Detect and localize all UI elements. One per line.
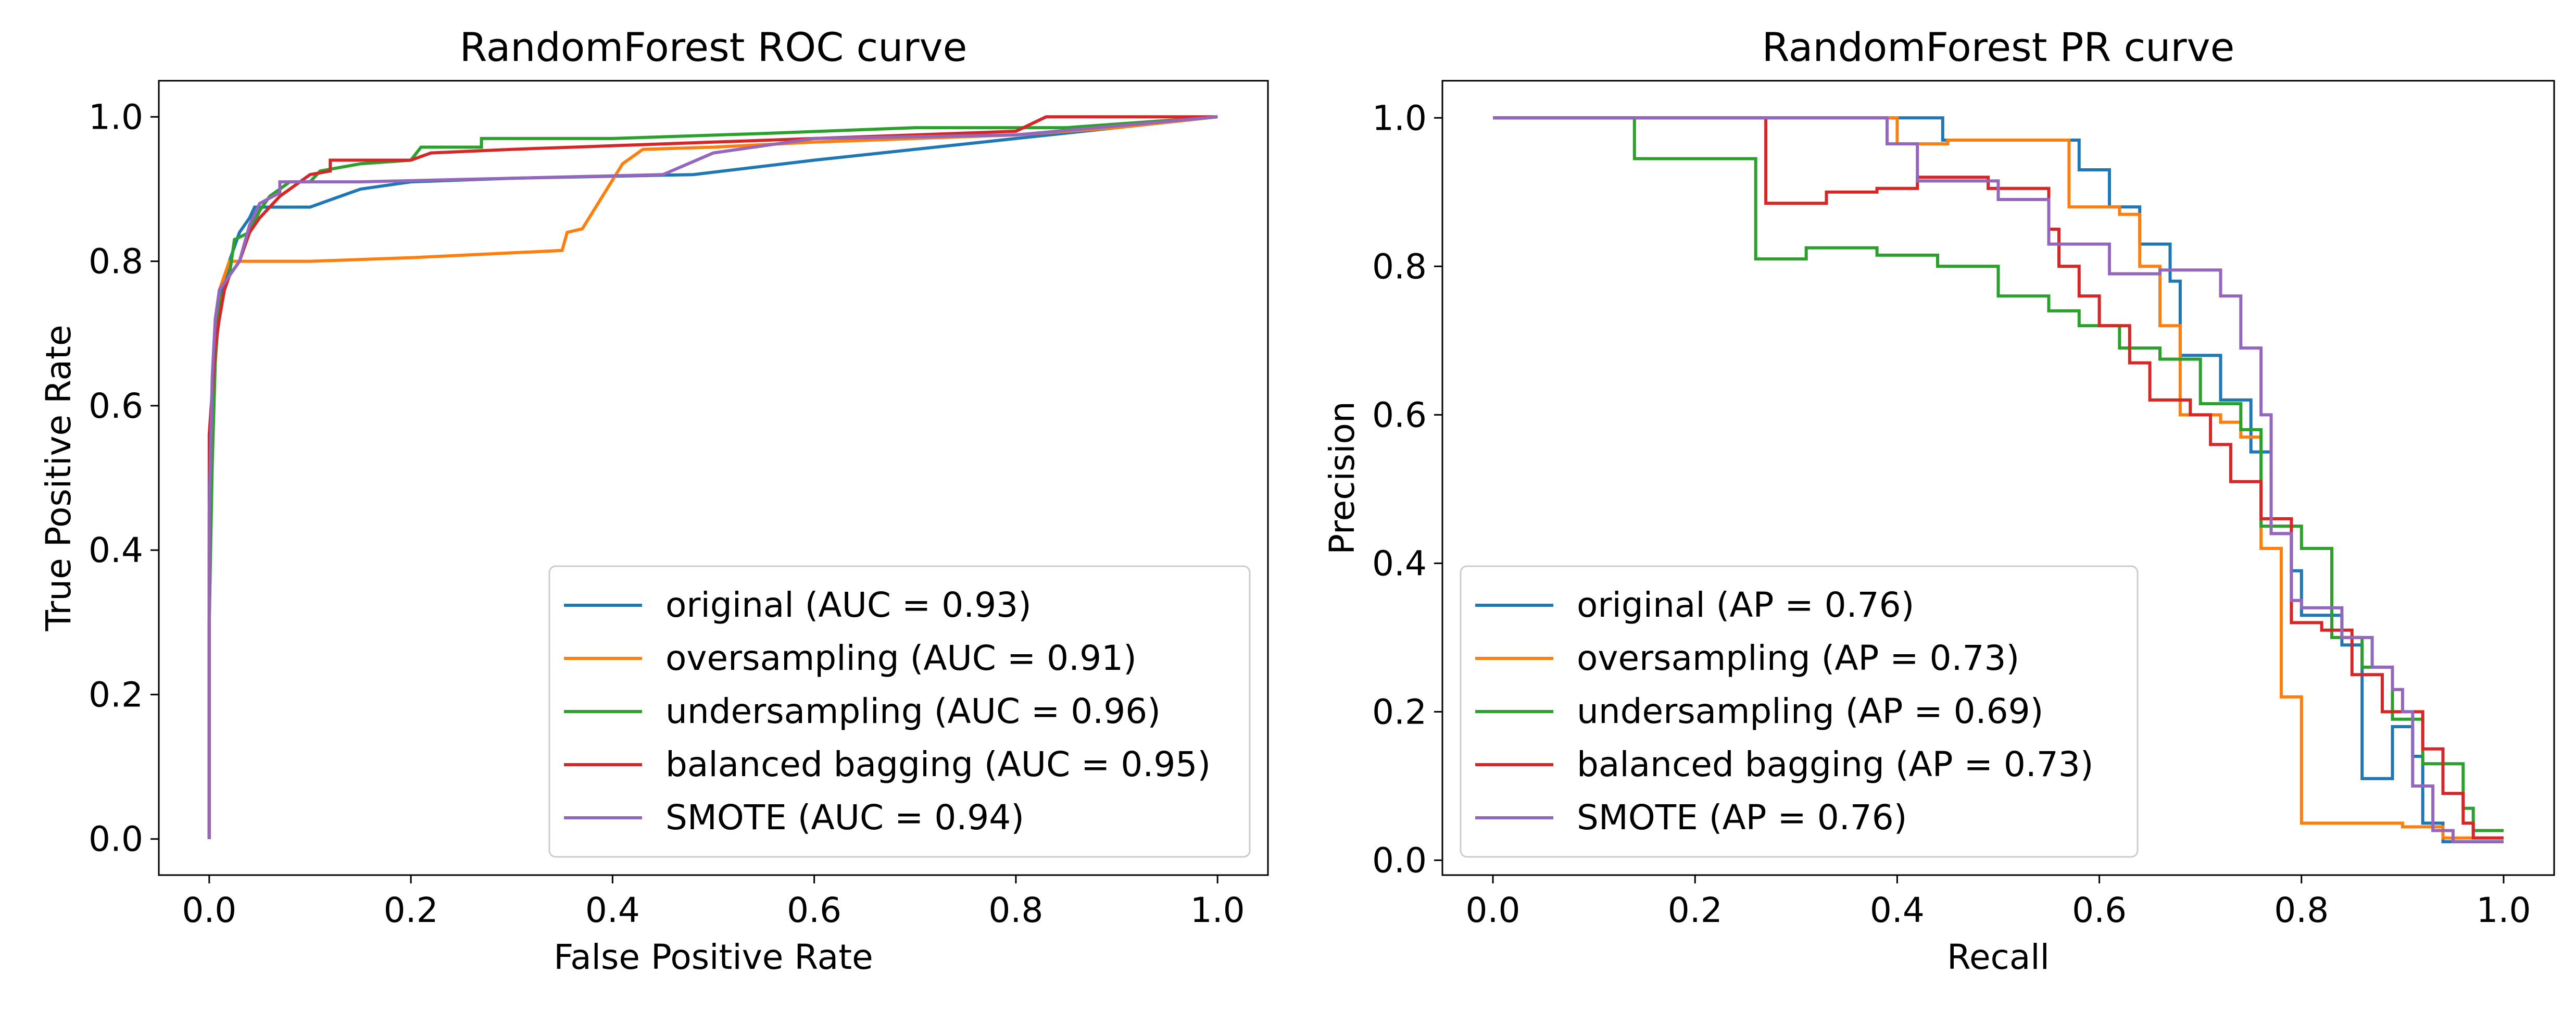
- pr-panel: 0.0 0.2 0.4 0.6 0.8 1.0 0.0 0.2 0.4 0.6 0.8 1.0 Rand…: [1322, 24, 2555, 977]
- roc-panel: 0.0 0.2 0.4 0.6 0.8 1.0 0.0 0.2 0.4 0.6 0.8 1.0 Rand…: [39, 24, 1269, 977]
- legend-label: undersampling (AUC = 0.96): [665, 691, 1161, 731]
- axes-frame: [158, 80, 1269, 876]
- series-line-4: [207, 115, 1218, 839]
- axes-frame: [1441, 80, 2555, 876]
- series-line-2: [1493, 116, 2504, 832]
- x-axis-label: False Positive Rate: [554, 937, 873, 977]
- x-tick-label: 0.4: [585, 890, 640, 930]
- legend-label: oversampling (AP = 0.73): [1577, 638, 2019, 678]
- x-tick-label: 0.6: [2072, 890, 2127, 930]
- y-tick-label: 0.6: [1372, 395, 1427, 435]
- y-tick-label: 0.4: [1372, 543, 1427, 583]
- y-tick-label: 0.8: [1372, 246, 1427, 286]
- legend-label: SMOTE (AUC = 0.94): [665, 797, 1024, 838]
- series-group: [1493, 116, 2504, 843]
- legend-box: [548, 565, 1251, 858]
- y-tick-label: 0.0: [89, 819, 143, 859]
- x-tick-label: 0.6: [787, 890, 841, 930]
- y-tick-label: 1.0: [1372, 98, 1427, 138]
- legend-label: SMOTE (AP = 0.76): [1577, 797, 1907, 838]
- y-tick-label: 0.8: [89, 242, 143, 282]
- legend-label: balanced bagging (AUC = 0.95): [665, 744, 1211, 784]
- x-axis-label: Recall: [1947, 937, 2050, 977]
- y-axis-label: Precision: [1322, 401, 1362, 555]
- y-tick-label: 0.0: [1372, 840, 1427, 880]
- legend: original (AP = 0.76) oversampling (AP = 0…: [1460, 565, 2139, 858]
- chart-title: RandomForest ROC curve: [460, 24, 967, 70]
- x-tick-label: 0.8: [988, 890, 1043, 930]
- y-tick-label: 0.2: [1372, 692, 1427, 732]
- legend: original (AUC = 0.93) oversampling (AUC =…: [548, 565, 1251, 858]
- legend-box: [1460, 565, 2139, 858]
- legend-label: undersampling (AP = 0.69): [1577, 691, 2043, 731]
- series-line-4: [1493, 116, 2504, 843]
- y-axis-label: True Positive Rate: [39, 325, 79, 632]
- legend-label: oversampling (AUC = 0.91): [665, 638, 1137, 678]
- y-tick-label: 0.4: [89, 530, 143, 570]
- chart-title: RandomForest PR curve: [1762, 24, 2235, 70]
- x-tick-label: 0.0: [182, 890, 236, 930]
- series-group: [207, 115, 1218, 839]
- legend-label: balanced bagging (AP = 0.73): [1577, 744, 2094, 784]
- x-tick-label: 0.2: [384, 890, 438, 930]
- legend-label: original (AUC = 0.93): [665, 585, 1032, 625]
- x-tick-label: 0.4: [1870, 890, 1925, 930]
- x-tick-label: 1.0: [2476, 890, 2531, 930]
- x-tick-label: 0.8: [2274, 890, 2329, 930]
- y-tick-label: 1.0: [89, 97, 143, 137]
- x-tick-label: 0.2: [1668, 890, 1723, 930]
- x-tick-label: 0.0: [1466, 890, 1521, 930]
- legend-label: original (AP = 0.76): [1577, 585, 1914, 625]
- y-tick-label: 0.6: [89, 386, 143, 426]
- y-tick-label: 0.2: [89, 675, 143, 715]
- x-tick-label: 1.0: [1190, 890, 1245, 930]
- series-line-3: [207, 115, 1218, 839]
